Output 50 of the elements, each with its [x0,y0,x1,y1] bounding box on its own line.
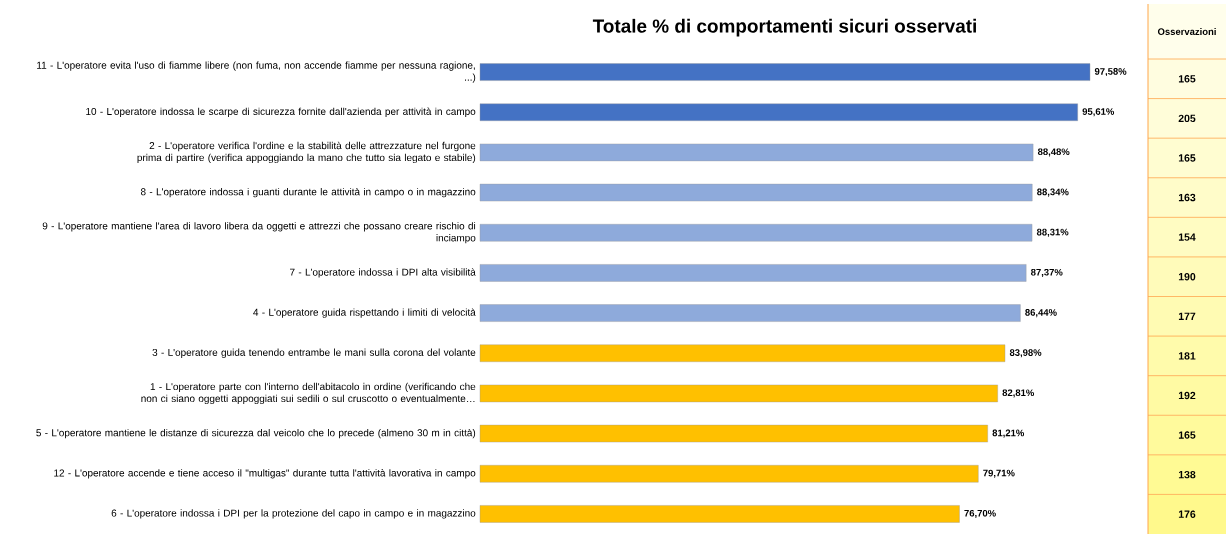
y-tick-label: 4 - L'operatore guida rispettando i limiti di velocità [253,308,476,318]
data-label: 88,34% [1037,188,1069,197]
text: 181 [1178,352,1196,360]
text: 154 [1178,233,1196,241]
bar [479,424,988,443]
bar [479,224,1033,242]
data-label: 95,61% [1082,108,1115,117]
bar [479,103,1078,121]
y-tick-label: 3 - L'operatore guida tenendo entrambe le mani sulla corona del volante [152,348,476,358]
bar [479,384,998,403]
data-label: 76,70% [964,509,996,518]
y-tick-label: 2 - L'operatore verifica l'ordine e la stabilità delle attrezzature nel furgone prima di partire (verifica appoggiando la mano che tutto sia legato e stabile) [137,141,476,164]
bar [479,264,1027,282]
bar [479,143,1034,162]
y-tick-label: 8 - L'operatore indossa i guanti durante le attività in campo o in magazzino [140,187,476,198]
text: 165 [1178,431,1196,439]
text: 190 [1178,273,1196,281]
bar [479,465,979,483]
y-tick-label: 11 - L'operatore evita l'uso di fiamme libere (non fuma, non accende fiamme per nessuna ragione, ...) [37,61,476,83]
text: 163 [1178,193,1196,202]
text: 176 [1178,510,1196,518]
data-label: 81,21% [992,429,1025,438]
y-tick-label: 1 - L'operatore parte con l'interno dell'abitacolo in ordine (verificando che non ci siano oggetti appoggiati sui sedili o sul cruscotto o eventualmente… [141,382,476,405]
data-label: 88,31% [1036,228,1069,237]
bar [479,505,960,523]
y-tick-label: 5 - L'operatore mantiene le distanze di sicurezza dal veicolo che lo precede (almeno 30 m in città) [36,428,476,439]
bar [479,304,1021,322]
text: 165 [1178,154,1196,162]
data-label: 82,81% [1002,389,1035,398]
data-label: 83,98% [1009,349,1042,358]
text: Osservazioni [1157,28,1216,35]
y-tick-label: 7 - L'operatore indossa i DPI alta visibilità [290,268,476,278]
data-label: 87,37% [1031,268,1063,277]
text: 192 [1178,391,1196,400]
bar [479,344,1006,362]
data-label: 97,58% [1094,68,1127,77]
y-tick-label: 6 - L'operatore indossa i DPI per la protezione del capo in campo e in magazzino [111,509,476,519]
data-label: 88,48% [1037,148,1070,157]
chart-title: Totale % di comportamenti sicuri osservati [592,18,976,37]
text: 205 [1178,114,1196,123]
text: 138 [1178,470,1196,479]
y-tick-label: 9 - L'operatore mantiene l'area di lavoro libera da oggetti e attrezzi che possano creare rischio di inciampo [42,222,476,244]
y-tick-label: 12 - L'operatore accende e tiene acceso il "multigas" durante tutta l'attività lavorativa in campo [54,469,476,479]
bar [479,183,1033,202]
data-label: 79,71% [983,469,1015,478]
text: 177 [1178,312,1196,320]
y-tick-label: 10 - L'operatore indossa le scarpe di sicurezza fornite dall'azienda per attività in campo [86,107,476,117]
bar [479,63,1091,81]
text: 165 [1178,75,1196,83]
data-label: 86,44% [1025,309,1057,318]
